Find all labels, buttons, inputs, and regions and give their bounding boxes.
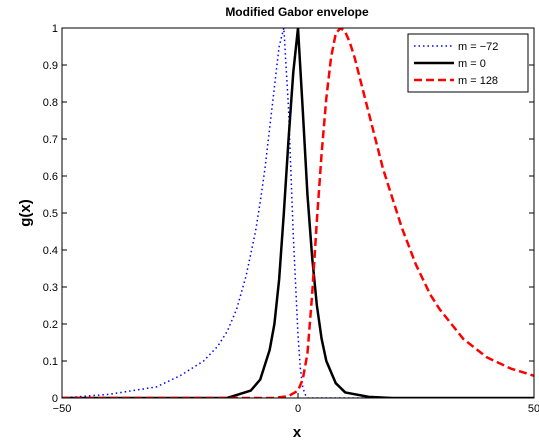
legend-label-2: m = 128 [458, 75, 498, 87]
x-axis-label: x [293, 424, 302, 441]
series-line-2 [62, 28, 534, 398]
y-axis-label: g(x) [17, 199, 34, 227]
x-tick-label: −50 [53, 403, 72, 415]
y-tick-label: 0.7 [43, 134, 58, 146]
y-tick-label: 0.4 [43, 245, 58, 257]
y-tick-label: 0.1 [43, 356, 58, 368]
y-tick-label: 1 [52, 23, 58, 35]
legend-label-1: m = 0 [458, 58, 486, 70]
y-tick-label: 0.8 [43, 97, 58, 109]
x-tick-label: 0 [295, 403, 301, 415]
y-tick-label: 0.2 [43, 319, 58, 331]
series-layer [62, 28, 534, 398]
y-tick-label: 0.9 [43, 60, 58, 72]
x-tick-label: 50 [528, 403, 539, 415]
y-tick-label: 0.6 [43, 171, 58, 183]
legend: m = −72 m = 0 m = 128 [407, 33, 529, 93]
y-tick-label: 0.3 [43, 282, 58, 294]
y-tick-label: 0 [52, 393, 58, 405]
chart-title: Modified Gabor envelope [225, 5, 369, 19]
y-tick-label: 0.5 [43, 208, 58, 220]
legend-label-0: m = −72 [458, 41, 498, 53]
series-line-1 [62, 28, 534, 398]
